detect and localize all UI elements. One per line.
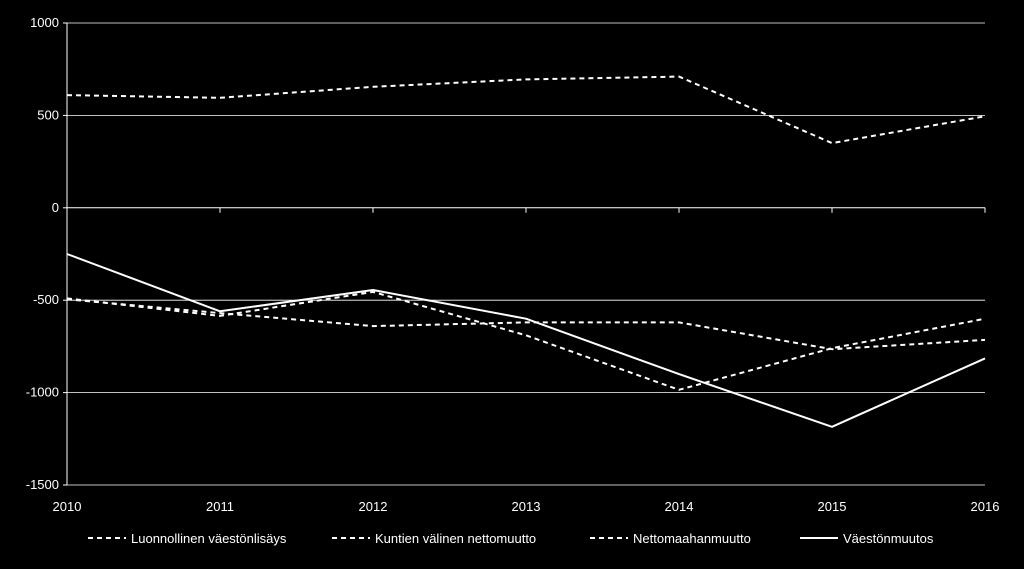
series-line-1 <box>66 290 986 391</box>
legend-label: Väestönmuutos <box>843 531 934 546</box>
y-axis-ticks: 1000 500 0 -500 -1000 -1500 <box>26 15 67 492</box>
series-line-3 <box>66 75 986 145</box>
y-tick-label: 1000 <box>30 15 59 30</box>
y-tick-label: -500 <box>33 292 59 307</box>
x-tick-label: 2013 <box>512 499 541 514</box>
gridlines <box>67 22 985 486</box>
series-line-4 <box>66 253 986 428</box>
y-tick-label: -1000 <box>26 385 59 400</box>
x-tick-label: 2014 <box>665 499 694 514</box>
series-line-2 <box>66 298 986 351</box>
y-tick-label: -1500 <box>26 477 59 492</box>
legend: Luonnollinen väestönlisäys Kuntien väline… <box>88 531 934 546</box>
series-lines <box>66 75 986 428</box>
x-tick-label: 2010 <box>53 499 82 514</box>
x-tick-label: 2015 <box>818 499 847 514</box>
legend-label: Luonnollinen väestönlisäys <box>131 531 287 546</box>
y-tick-label: 500 <box>37 107 59 122</box>
x-tick-label: 2011 <box>206 499 234 514</box>
axes <box>66 23 985 485</box>
legend-label: Nettomaahanmuutto <box>633 531 751 546</box>
legend-label: Kuntien välinen nettomuutto <box>375 531 536 546</box>
x-tick-label: 2016 <box>971 499 1000 514</box>
y-tick-label: 0 <box>52 200 59 215</box>
x-tick-label: 2012 <box>359 499 388 514</box>
x-axis-ticks: 2010 2011 2012 2013 2014 2015 2016 <box>53 207 1000 514</box>
